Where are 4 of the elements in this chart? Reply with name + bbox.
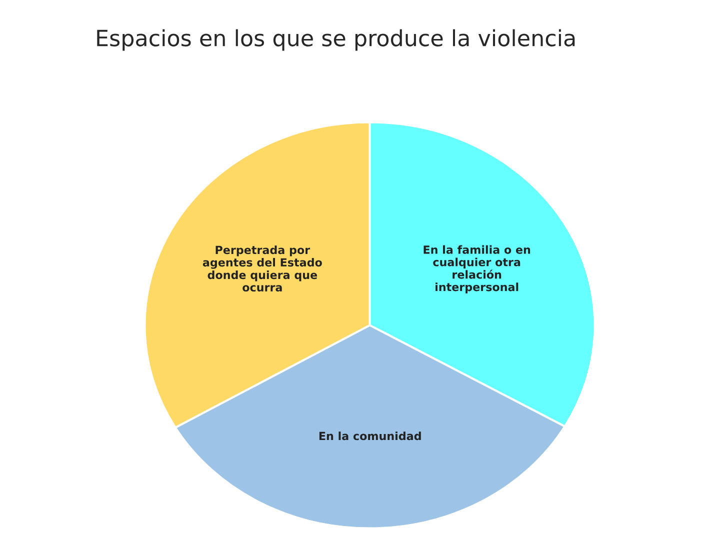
slice-label: Perpetrada por agentes del Estado donde quiera que ocurra [202,246,322,292]
chart-title: Espacios en los que se produce la violencia [97,29,575,51]
slice-label: En la familia o en cualquier otra relación interpersonal [424,245,530,294]
slice-label: En la comunidad [319,432,421,440]
